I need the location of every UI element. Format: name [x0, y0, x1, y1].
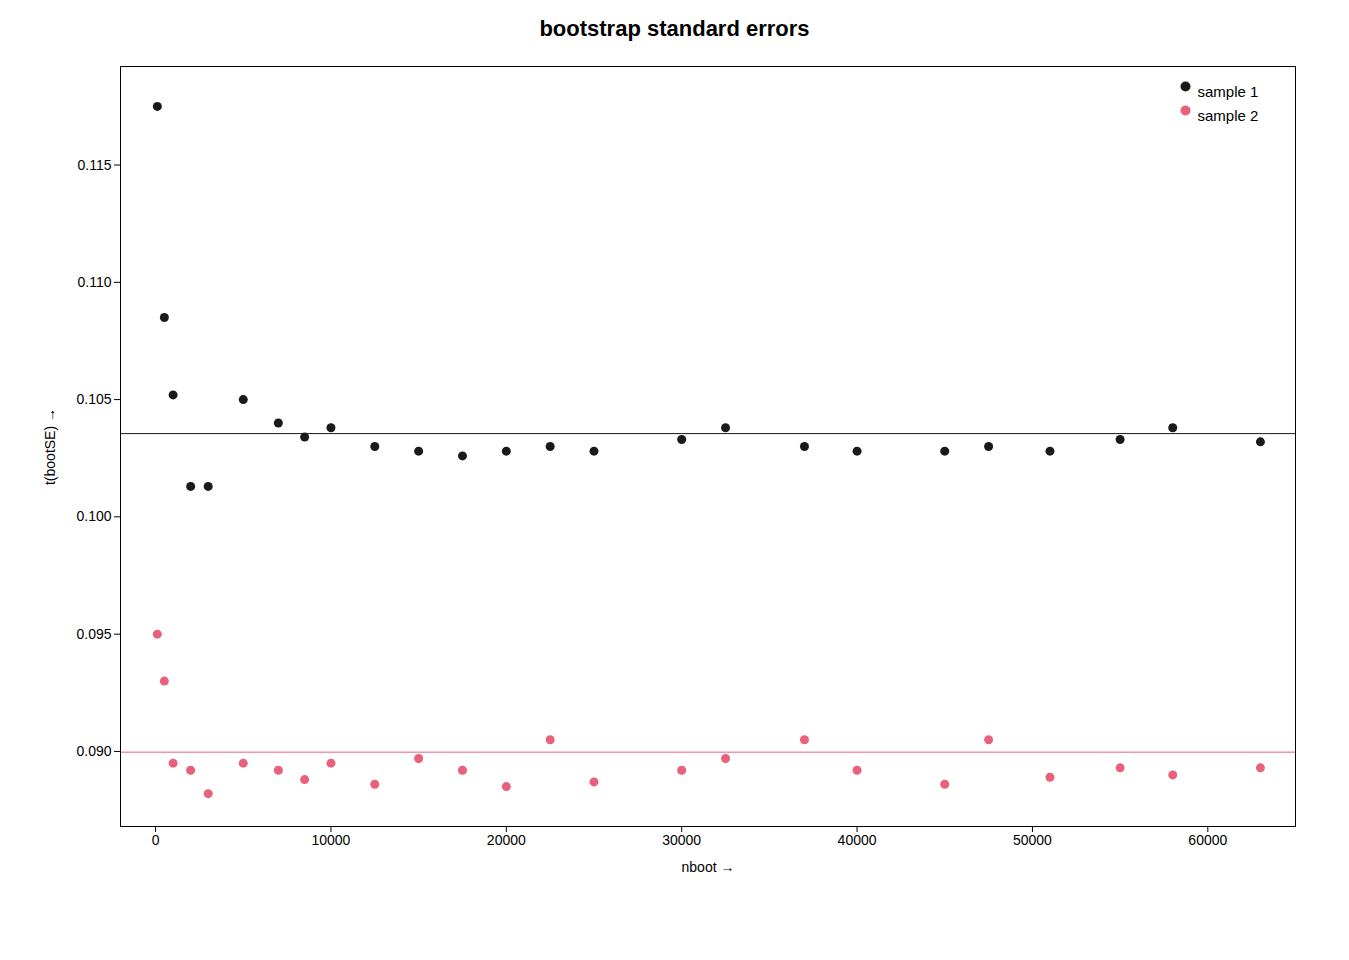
html-text:bootstrap standard errors: bootstrap standard errors	[539, 16, 810, 41]
svg-text:40000: 40000	[837, 832, 876, 848]
svg-text:30000: 30000	[662, 832, 701, 848]
svg-text:0.115: 0.115	[77, 156, 111, 172]
svg-text:0.100: 0.100	[76, 508, 111, 524]
svg-text:0.090: 0.090	[76, 743, 111, 759]
svg-text:sample 2: sample 2	[1197, 107, 1258, 124]
svg-text:60000: 60000	[1188, 832, 1227, 848]
svg-text:0.095: 0.095	[76, 626, 111, 642]
svg-text:0: 0	[151, 832, 159, 848]
svg-text:sample 1: sample 1	[1197, 83, 1258, 100]
svg-text:20000: 20000	[486, 832, 525, 848]
svg-text:50000: 50000	[1012, 832, 1051, 848]
svg-text:0.110: 0.110	[77, 274, 111, 290]
svg-text:0.105: 0.105	[76, 391, 111, 407]
svg-text:10000: 10000	[311, 832, 350, 848]
svg-text:t(bootSE) →: t(bootSE) →	[42, 408, 58, 485]
svg-text:nboot →: nboot →	[681, 859, 734, 875]
